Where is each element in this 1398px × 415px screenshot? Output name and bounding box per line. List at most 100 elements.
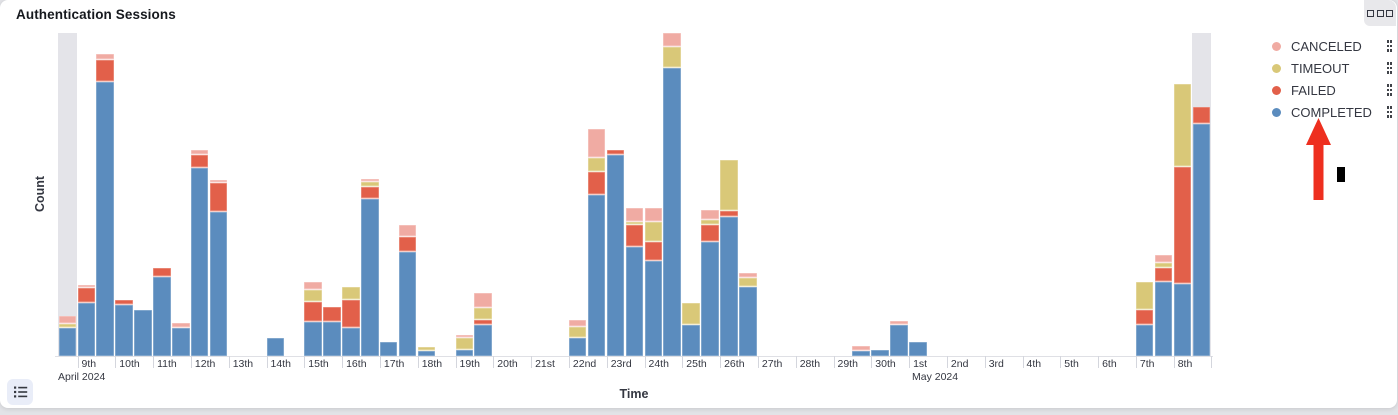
x-tick-mark — [1060, 356, 1062, 368]
bar-segment-failed — [77, 288, 95, 303]
legend-label: COMPLETED — [1291, 104, 1372, 120]
bar-segment-canceled — [1154, 255, 1173, 263]
stacked-bar[interactable] — [1192, 107, 1211, 356]
bar-segment-completed — [417, 351, 436, 356]
legend-color-dot — [1272, 63, 1281, 73]
x-tick-label: 24th — [648, 358, 669, 370]
boxes-vertical-icon[interactable] — [1385, 60, 1395, 76]
stacked-bar[interactable] — [417, 347, 436, 356]
stacked-bar[interactable] — [1135, 282, 1154, 356]
stacked-bar[interactable] — [77, 285, 95, 356]
bar-segment-completed — [172, 328, 190, 356]
stacked-bar[interactable] — [739, 273, 757, 356]
boxes-vertical-icon[interactable] — [1385, 38, 1395, 54]
stacked-bar[interactable] — [474, 293, 492, 356]
bar-segment-completed — [852, 351, 870, 356]
stacked-bar[interactable] — [58, 316, 77, 356]
x-tick-mark — [833, 356, 835, 368]
x-tick-mark — [909, 356, 911, 368]
bar-segment-timeout — [644, 222, 662, 242]
stacked-bar[interactable] — [266, 338, 284, 356]
bar-segment-completed — [871, 350, 889, 356]
x-tick-label: 19th — [459, 358, 480, 370]
legend-toggle-button[interactable] — [7, 379, 33, 405]
stacked-bar[interactable] — [398, 225, 417, 356]
stacked-bar[interactable] — [361, 179, 379, 356]
stacked-bar[interactable] — [720, 160, 738, 356]
panel-options-button[interactable] — [1364, 0, 1396, 26]
stacked-bar[interactable] — [568, 320, 587, 356]
x-tick-mark — [568, 356, 570, 368]
x-tick-mark — [1098, 356, 1100, 368]
boxes-vertical-icon[interactable] — [1385, 82, 1395, 98]
bar-segment-completed — [625, 247, 644, 356]
stacked-bar[interactable] — [455, 335, 473, 356]
bar-segment-canceled — [172, 323, 190, 328]
bar-segment-canceled — [361, 179, 379, 182]
stacked-bar[interactable] — [134, 310, 152, 356]
x-tick-mark — [984, 356, 986, 368]
stacked-bar[interactable] — [682, 303, 700, 356]
bar-segment-timeout — [663, 47, 681, 68]
stacked-bar[interactable] — [172, 323, 190, 356]
legend-label: CANCELED — [1291, 38, 1362, 54]
bar-segment-failed — [115, 300, 133, 305]
x-tick-label: 9th — [81, 358, 97, 370]
stacked-bar[interactable] — [701, 210, 719, 356]
bar-segment-timeout — [417, 347, 436, 351]
stacked-bar[interactable] — [342, 287, 360, 356]
x-tick-mark — [682, 356, 684, 368]
stacked-bar[interactable] — [1173, 84, 1192, 356]
x-tick-label: 15th — [308, 358, 329, 370]
bar-segment-failed — [361, 187, 379, 199]
stacked-bar[interactable] — [890, 321, 908, 356]
x-tick-sublabel: May 2024 — [912, 370, 959, 383]
x-tick-label: 28th — [799, 358, 821, 370]
x-tick-label: 2nd — [950, 358, 969, 370]
legend-item-failed[interactable]: FAILED — [1272, 79, 1394, 101]
legend-color-dot — [1272, 85, 1281, 95]
bar-segment-canceled — [739, 273, 757, 278]
stacked-bar[interactable] — [644, 208, 662, 356]
boxes-vertical-icon[interactable] — [1385, 104, 1395, 120]
stacked-bar[interactable] — [190, 150, 209, 356]
stacked-bar[interactable] — [625, 208, 644, 356]
x-tick-mark — [153, 356, 155, 368]
bar-segment-completed — [134, 310, 152, 356]
stacked-bar[interactable] — [852, 346, 870, 356]
stacked-bar[interactable] — [379, 342, 398, 356]
stacked-bar[interactable] — [606, 150, 625, 356]
x-tick-label: 27th — [761, 358, 783, 370]
stacked-bar[interactable] — [304, 282, 322, 356]
legend-item-timeout[interactable]: TIMEOUT — [1272, 57, 1394, 79]
stacked-bar[interactable] — [1154, 255, 1173, 356]
x-tick-label: 21st — [535, 358, 555, 370]
legend-color-dot — [1272, 107, 1281, 117]
bar-segment-canceled — [474, 293, 492, 308]
bar-segment-failed — [1173, 167, 1192, 284]
legend-item-canceled[interactable]: CANCELED — [1272, 35, 1394, 57]
stacked-bar[interactable] — [587, 129, 606, 356]
x-tick-mark — [1173, 356, 1175, 368]
bar-segment-completed — [890, 325, 908, 356]
bar-segment-completed — [1154, 282, 1173, 356]
stacked-bar[interactable] — [909, 342, 927, 356]
stacked-bar[interactable] — [153, 268, 171, 356]
x-tick-mark — [795, 356, 797, 368]
legend-item-completed[interactable]: COMPLETED — [1272, 101, 1394, 123]
x-tick-mark — [417, 356, 419, 368]
stacked-bar[interactable] — [115, 300, 133, 356]
bar-segment-completed — [342, 328, 360, 356]
bar-segment-completed — [77, 303, 95, 356]
bar-segment-canceled — [890, 321, 908, 325]
bar-segment-canceled — [568, 320, 587, 327]
stacked-bar[interactable] — [663, 33, 681, 356]
stacked-bar[interactable] — [209, 180, 228, 356]
stacked-bar[interactable] — [96, 54, 114, 356]
stacked-bar[interactable] — [323, 307, 341, 356]
bar-segment-failed — [190, 155, 209, 168]
x-tick-label: 10th — [119, 358, 140, 370]
x-tick-label: 14th — [270, 358, 291, 370]
bar-segment-canceled — [190, 150, 209, 155]
stacked-bar[interactable] — [871, 350, 889, 356]
